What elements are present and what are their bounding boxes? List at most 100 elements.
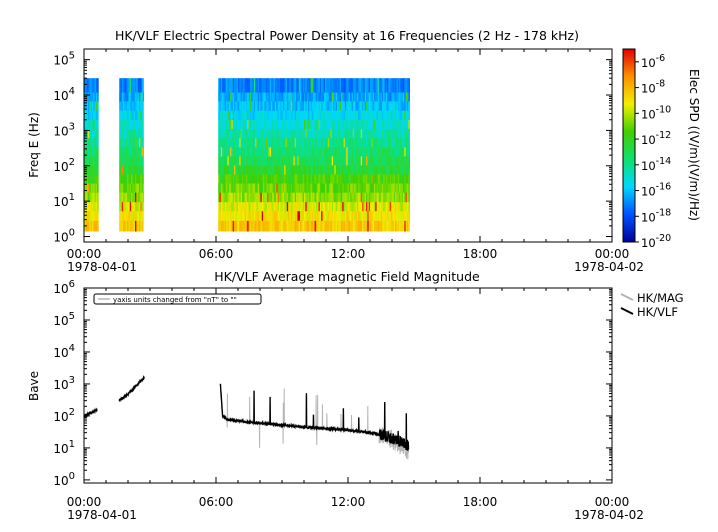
spectrogram-cell xyxy=(339,201,342,212)
spectrogram-cell xyxy=(344,220,347,232)
spectrogram-cell xyxy=(387,165,389,175)
spectrogram-cell xyxy=(363,128,366,139)
spectrogram-cell xyxy=(318,78,321,93)
spectrogram-cell xyxy=(131,220,133,232)
spectrogram-cell xyxy=(399,183,401,193)
spectrogram-cell xyxy=(327,210,330,221)
spectrogram-cell xyxy=(253,165,256,175)
spectrogram-cell xyxy=(226,128,228,139)
spectrogram-cell xyxy=(226,78,228,93)
spectrogram-cell xyxy=(243,78,245,93)
series-line-hk-vlf xyxy=(83,407,98,419)
spectrogram-cell xyxy=(300,201,302,212)
spectrogram-cell xyxy=(337,137,339,148)
spectrogram-cell xyxy=(301,201,304,212)
spectrogram-cell xyxy=(305,165,308,175)
spectrogram-cell xyxy=(121,128,124,139)
spectrogram-cell xyxy=(253,183,256,193)
spectrogram-cell xyxy=(360,110,363,120)
spectrogram-cell xyxy=(281,137,284,148)
spectrogram-cell xyxy=(238,220,240,232)
spectrogram-cell xyxy=(285,92,288,102)
spectrogram-cell xyxy=(137,174,140,184)
spectrogram-cell xyxy=(347,92,350,102)
spectrogram-cell xyxy=(253,147,256,157)
spectrogram-cell xyxy=(351,128,354,139)
spectrogram-cell xyxy=(310,220,313,232)
spectrogram-cell xyxy=(335,92,338,102)
top-x-date-label: 1978-04-02 xyxy=(574,260,644,274)
spectrogram-cell xyxy=(384,147,387,157)
spectrogram-cell xyxy=(315,137,318,148)
spectrogram-cell xyxy=(223,78,226,93)
spectrogram-cell xyxy=(370,119,372,130)
spectrogram-cell xyxy=(318,101,321,111)
spectrogram-cell xyxy=(367,110,370,120)
spectrogram-cell xyxy=(94,210,97,221)
spectrogram-cell xyxy=(97,220,99,232)
spectrogram-cell xyxy=(228,220,231,232)
spectrogram-cell xyxy=(351,210,354,221)
spectrogram-cell xyxy=(135,128,137,139)
spectrogram-cell xyxy=(327,137,330,148)
spectrogram-cell xyxy=(91,192,94,203)
spectrogram-cell xyxy=(264,156,267,166)
spectrogram-cell xyxy=(251,128,253,139)
spectrogram-cell xyxy=(311,220,314,232)
spectrogram-cell xyxy=(302,220,305,232)
spectrogram-cell xyxy=(393,183,396,193)
spectrogram-cell xyxy=(327,220,330,232)
bottom-plot-frame xyxy=(83,287,613,484)
spectrogram-cell xyxy=(131,147,133,157)
spectrogram-cell xyxy=(276,119,278,130)
spectrogram-cell xyxy=(331,101,334,111)
spectrogram-cell xyxy=(342,201,344,212)
spectrogram-cell xyxy=(356,101,359,111)
spectrogram-cell xyxy=(231,201,234,212)
spectrogram-cell xyxy=(304,128,306,139)
spectrogram-cell xyxy=(228,147,231,157)
spectrogram-cell xyxy=(293,78,296,93)
spectrogram-cell xyxy=(231,165,234,175)
spectrogram-cell xyxy=(354,201,356,212)
spectrogram-cell xyxy=(267,201,269,212)
spectrogram-cell xyxy=(322,137,325,148)
spectrogram-cell xyxy=(344,128,347,139)
spectrogram-cell xyxy=(223,156,226,166)
spectrogram-cell xyxy=(239,210,242,221)
spectrogram-cell xyxy=(380,174,383,184)
spectrogram-cell xyxy=(371,192,374,203)
spectrogram-cell xyxy=(333,220,335,232)
spectrogram-cell xyxy=(231,174,234,184)
spectrogram-cell xyxy=(93,201,95,212)
spectrogram-cell xyxy=(219,183,222,193)
spectrogram-cell xyxy=(276,156,278,166)
spectrogram-cell xyxy=(293,137,296,148)
spectrogram-cell xyxy=(285,220,288,232)
spectrogram-cell xyxy=(288,78,290,93)
spectrogram-cell xyxy=(263,174,265,184)
spectrogram-cell xyxy=(350,156,352,166)
spectrogram-cell xyxy=(399,78,401,93)
spectrogram-cell xyxy=(381,174,384,184)
spectrogram-cell xyxy=(289,192,292,203)
spectrogram-cell xyxy=(231,78,234,93)
spectrogram-cell xyxy=(359,165,362,175)
spectrogram-cell xyxy=(267,137,269,148)
spectrogram-cell xyxy=(396,220,399,232)
spectrogram-cell xyxy=(400,174,403,184)
spectrogram-cell xyxy=(300,174,302,184)
spectrogram-cell xyxy=(140,128,143,139)
spectrogram-cell xyxy=(232,137,235,148)
spectrogram-cell xyxy=(391,183,393,193)
spectrogram-cell xyxy=(241,137,244,148)
spectrogram-cell xyxy=(408,137,410,148)
spectrogram-cell xyxy=(293,192,296,203)
spectrogram-cell xyxy=(352,137,355,148)
spectrogram-cell xyxy=(226,101,228,111)
spectrogram-cell xyxy=(323,210,326,221)
spectrogram-cell xyxy=(271,101,273,111)
spectrogram-cell xyxy=(362,147,364,157)
spectrogram-cell xyxy=(290,165,293,175)
spectrogram-cell xyxy=(352,78,355,93)
